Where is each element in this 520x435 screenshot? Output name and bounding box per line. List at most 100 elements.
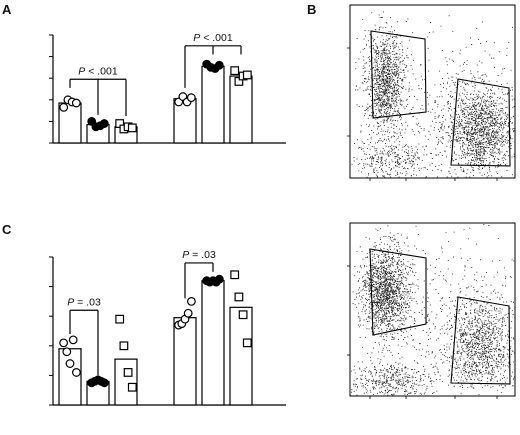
event-dot (434, 100, 436, 101)
event-dot (387, 57, 389, 58)
event-dot (461, 110, 463, 112)
event-dot (409, 284, 411, 286)
event-dot (394, 74, 395, 76)
event-dot (470, 133, 472, 135)
event-dot (404, 151, 406, 153)
event-dot (464, 152, 466, 154)
event-dot (510, 145, 512, 147)
event-dot (396, 262, 398, 264)
event-dot (468, 160, 470, 161)
event-dot (408, 82, 410, 84)
event-dot (487, 132, 489, 134)
event-dot (420, 75, 422, 77)
event-dot (395, 175, 397, 176)
event-dot (384, 49, 385, 51)
event-dot (388, 58, 389, 60)
event-dot (380, 88, 381, 89)
event-dot (388, 146, 390, 148)
event-dot (452, 82, 454, 83)
event-dot (394, 91, 395, 93)
event-dot (373, 99, 375, 101)
event-dot (386, 288, 388, 290)
event-dot (365, 282, 367, 284)
event-dot (388, 167, 390, 168)
event-dot (378, 108, 380, 110)
event-dot (380, 296, 382, 298)
event-dot (474, 122, 476, 124)
event-dot (468, 108, 470, 110)
event-dot (365, 90, 367, 91)
event-dot (395, 103, 397, 105)
event-dot (401, 278, 403, 280)
event-dot (506, 82, 508, 84)
event-dot (467, 135, 469, 137)
event-dot (480, 113, 482, 115)
event-dot (481, 338, 483, 340)
event-dot (386, 116, 387, 118)
event-dot (413, 283, 415, 285)
event-dot (391, 68, 393, 70)
event-dot (393, 41, 395, 43)
event-dot (450, 121, 452, 123)
event-dot (490, 117, 492, 119)
event-dot (381, 96, 383, 98)
event-dot (370, 296, 372, 298)
event-dot (459, 126, 461, 128)
event-dot (462, 114, 463, 115)
data-point (123, 368, 133, 377)
event-dot (376, 52, 377, 54)
event-dot (398, 144, 400, 146)
event-dot (369, 61, 371, 62)
event-dot (388, 117, 389, 119)
event-dot (387, 102, 389, 104)
event-dot (368, 317, 370, 319)
event-dot (484, 332, 486, 334)
event-dot (387, 99, 388, 101)
event-dot (470, 138, 471, 140)
event-dot (378, 83, 379, 85)
event-dot (382, 310, 384, 312)
event-dot (376, 312, 377, 314)
event-dot (505, 137, 507, 138)
event-dot (365, 236, 367, 238)
event-dot (462, 387, 463, 388)
event-dot (379, 244, 381, 245)
event-dot (500, 109, 502, 111)
event-dot (422, 108, 424, 110)
event-dot (368, 30, 370, 32)
event-dot (464, 152, 465, 153)
event-dot (500, 96, 501, 98)
event-dot (481, 110, 483, 111)
event-dot (374, 302, 375, 303)
event-dot (396, 288, 398, 290)
event-dot (466, 107, 468, 108)
event-dot (380, 299, 382, 300)
event-dot (381, 309, 383, 310)
event-dot (427, 139, 429, 140)
event-dot (401, 83, 403, 85)
event-dot (417, 288, 419, 290)
event-dot (383, 66, 385, 68)
event-dot (403, 302, 405, 304)
event-dot (395, 290, 397, 292)
event-dot (393, 50, 395, 52)
event-dot (487, 90, 489, 92)
event-dot (356, 306, 357, 308)
event-dot (398, 315, 400, 317)
event-dot (385, 78, 386, 80)
event-dot (465, 103, 467, 104)
event-dot (392, 276, 394, 277)
event-dot (474, 319, 476, 320)
event-dot (396, 66, 398, 68)
event-dot (436, 137, 438, 138)
event-dot (444, 125, 445, 127)
event-dot (466, 129, 468, 131)
event-dot (393, 300, 394, 302)
event-dot (373, 314, 375, 315)
event-dot (494, 151, 496, 153)
event-dot (379, 75, 381, 77)
event-dot (479, 128, 481, 129)
event-dot (466, 120, 468, 122)
event-dot (391, 240, 393, 242)
event-dot (404, 108, 406, 110)
